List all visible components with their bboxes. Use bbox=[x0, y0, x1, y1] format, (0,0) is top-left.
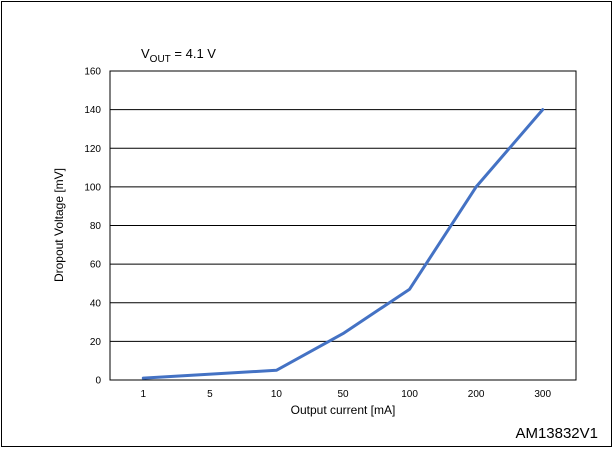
plot-area-border bbox=[109, 70, 577, 381]
x-tick-labels: 1 5 10 50 100 200 300 bbox=[141, 389, 552, 400]
x-axis-label: Output current [mA] bbox=[291, 403, 396, 417]
x-tick-label: 10 bbox=[271, 389, 283, 400]
y-tick-label: 0 bbox=[95, 376, 101, 387]
y-tick-labels: 0 20 40 60 80 100 120 140 160 bbox=[84, 67, 101, 387]
x-tick-label: 100 bbox=[401, 389, 418, 400]
y-tick-label: 40 bbox=[90, 298, 102, 309]
figure-code: AM13832V1 bbox=[515, 425, 598, 442]
y-tick-label: 100 bbox=[84, 182, 101, 193]
y-tick-label: 80 bbox=[90, 221, 102, 232]
series-line-dropout bbox=[141, 108, 545, 380]
x-tick-label: 200 bbox=[468, 389, 485, 400]
y-tick-label: 60 bbox=[90, 260, 102, 271]
y-axis-label: Dropout Voltage [mV] bbox=[52, 168, 66, 282]
x-tick-label: 5 bbox=[207, 389, 213, 400]
x-tick-label: 300 bbox=[534, 389, 551, 400]
grid-lines bbox=[110, 109, 576, 342]
vout-annotation: VOUT = 4.1 V bbox=[141, 46, 216, 65]
x-tick-label: 50 bbox=[337, 389, 349, 400]
y-tick-label: 160 bbox=[84, 67, 101, 78]
x-tick-label: 1 bbox=[141, 389, 147, 400]
y-tick-label: 20 bbox=[90, 337, 102, 348]
y-tick-label: 120 bbox=[84, 144, 101, 155]
y-tick-label: 140 bbox=[84, 105, 101, 116]
